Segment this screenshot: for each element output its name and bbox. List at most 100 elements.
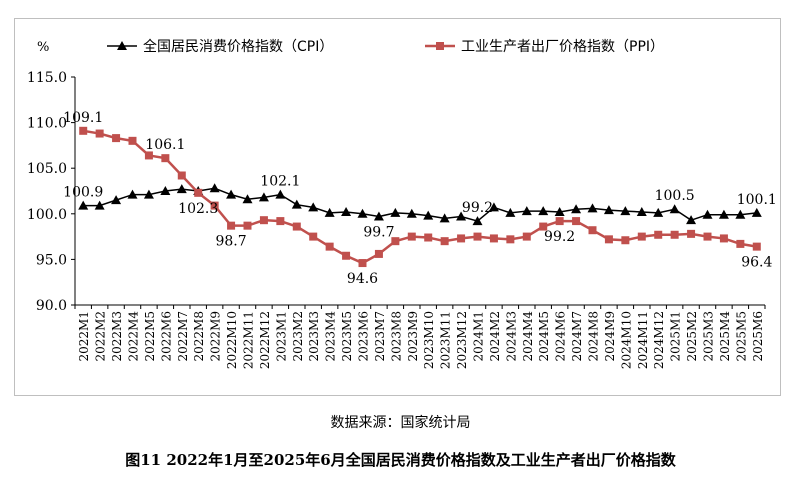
y-tick-label: 110.0 [27,116,67,132]
series-1-point-4 [144,151,153,160]
series-0-point-37 [686,215,697,225]
y-tick-label: 100.0 [27,207,67,223]
series-0-point-19 [390,207,401,217]
x-tick-label: 2022M6 [159,311,173,361]
x-tick-label: 2022M5 [143,311,157,361]
series-0-point-10 [242,194,253,204]
series-1-point-6 [177,171,186,180]
x-tick-label: 2024M12 [652,311,666,369]
series-0-point-4 [143,189,154,199]
series-0-point-17 [357,208,368,218]
series-0-point-16 [341,206,352,216]
series-0-point-11 [258,192,269,202]
legend-item-1: 工业生产者出厂价格指数（PPI） [425,39,664,55]
series-1-point-25 [489,234,498,243]
legend-marker [436,42,444,50]
series-1-point-14 [309,232,318,241]
x-tick-label: 2023M9 [406,311,420,361]
series-1-point-29 [555,217,564,226]
series-0-point-13 [291,199,302,209]
x-tick-label: 2024M11 [636,311,650,369]
series-1-point-20 [407,232,416,241]
series-1-point-23 [457,234,466,243]
x-tick-label: 2024M1 [472,311,486,361]
series-1-point-36 [670,230,679,239]
data-label: 98.7 [215,234,246,250]
legend-item-0: 全国居民消费价格指数（CPI） [107,38,333,55]
x-tick-label: 2024M6 [554,311,568,361]
x-tick-label: 2022M3 [110,311,124,361]
series-1-point-15 [325,242,334,251]
x-tick-label: 2023M3 [307,311,321,361]
x-tick-label: 2023M6 [357,311,371,361]
source-note: 数据来源：国家统计局 [330,415,471,431]
series-0-point-26 [505,207,516,217]
series-0-point-32 [603,205,614,215]
x-tick-label: 2024M7 [570,311,584,361]
y-tick-label: 105.0 [27,161,67,177]
series-1-point-11 [259,216,268,225]
series-1-point-19 [391,237,400,246]
x-tick-label: 2022M9 [209,311,223,361]
series-0-point-12 [275,189,286,199]
x-tick-label: 2022M2 [94,311,108,361]
data-label: 102.3 [178,201,218,217]
data-label: 96.4 [741,255,772,271]
x-tick-label: 2025M5 [734,311,748,361]
line-chart: % 全国居民消费价格指数（CPI） 工业生产者出厂价格指数（PPI） 90.0 95… [27,38,777,369]
data-label: 94.6 [347,271,378,287]
x-tick-label: 2022M1 [77,311,91,361]
series-1-point-2 [112,134,121,143]
x-tick-label: 2022M4 [127,311,141,362]
x-tick-label: 2024M10 [619,311,633,369]
series-1-point-27 [522,232,531,241]
series-1-point-37 [687,229,696,238]
x-tick-label: 2023M11 [439,311,453,369]
y-unit-label: % [37,40,49,55]
data-label: 100.9 [63,185,103,201]
series-1-point-9 [227,221,236,230]
series-1-point-7 [194,188,203,197]
series-1-point-35 [654,230,663,239]
series-0-point-0 [78,200,89,210]
series-0-point-36 [669,204,680,214]
series-1-point-41 [752,242,761,251]
series-1 [79,126,761,268]
x-tick-label: 2024M8 [587,311,601,361]
series-0-point-40 [735,209,746,219]
chart-frame: % 全国居民消费价格指数（CPI） 工业生产者出厂价格指数（PPI） 90.0 95… [14,18,781,396]
series-0-point-23 [456,211,467,221]
series-0-point-9 [226,189,237,199]
x-tick-label: 2023M8 [389,311,403,361]
x-tick-label: 2023M12 [455,311,469,369]
x-tick-label: 2024M9 [603,311,617,361]
series-0-point-28 [538,206,549,216]
data-label: 99.7 [363,225,394,241]
series-0-point-3 [127,189,138,199]
x-tick-label: 2025M6 [751,311,765,361]
series-0-point-25 [488,202,499,212]
y-tick-label: 115.0 [27,70,67,86]
series-1-point-26 [506,235,515,244]
legend-marker [117,41,127,50]
x-tick-label: 2025M4 [718,311,732,362]
series-1-point-40 [736,239,745,248]
series-0-point-1 [94,200,105,210]
series-0-point-35 [653,207,664,217]
data-label: 100.1 [737,192,777,208]
series-1-point-8 [210,201,219,210]
x-tick-label: 2023M2 [291,311,305,361]
legend-label: 工业生产者出厂价格指数（PPI） [461,39,664,55]
series-1-point-18 [374,249,383,258]
x-tick-label: 2023M5 [340,311,354,361]
series-0-point-22 [439,213,450,223]
series-0-point-38 [702,209,713,219]
data-label: 106.1 [145,137,185,153]
x-tick-label: 2024M5 [537,311,551,361]
series-0-point-30 [571,204,582,214]
series-1-point-31 [588,226,597,235]
data-label-layer: 109.1 100.9 106.1 102.3 98.7 102.1 94.6 99.7 99.… [63,110,777,287]
y-tick-label: 90.0 [36,298,67,314]
data-label: 100.5 [655,188,695,204]
series-1-point-1 [95,129,104,138]
